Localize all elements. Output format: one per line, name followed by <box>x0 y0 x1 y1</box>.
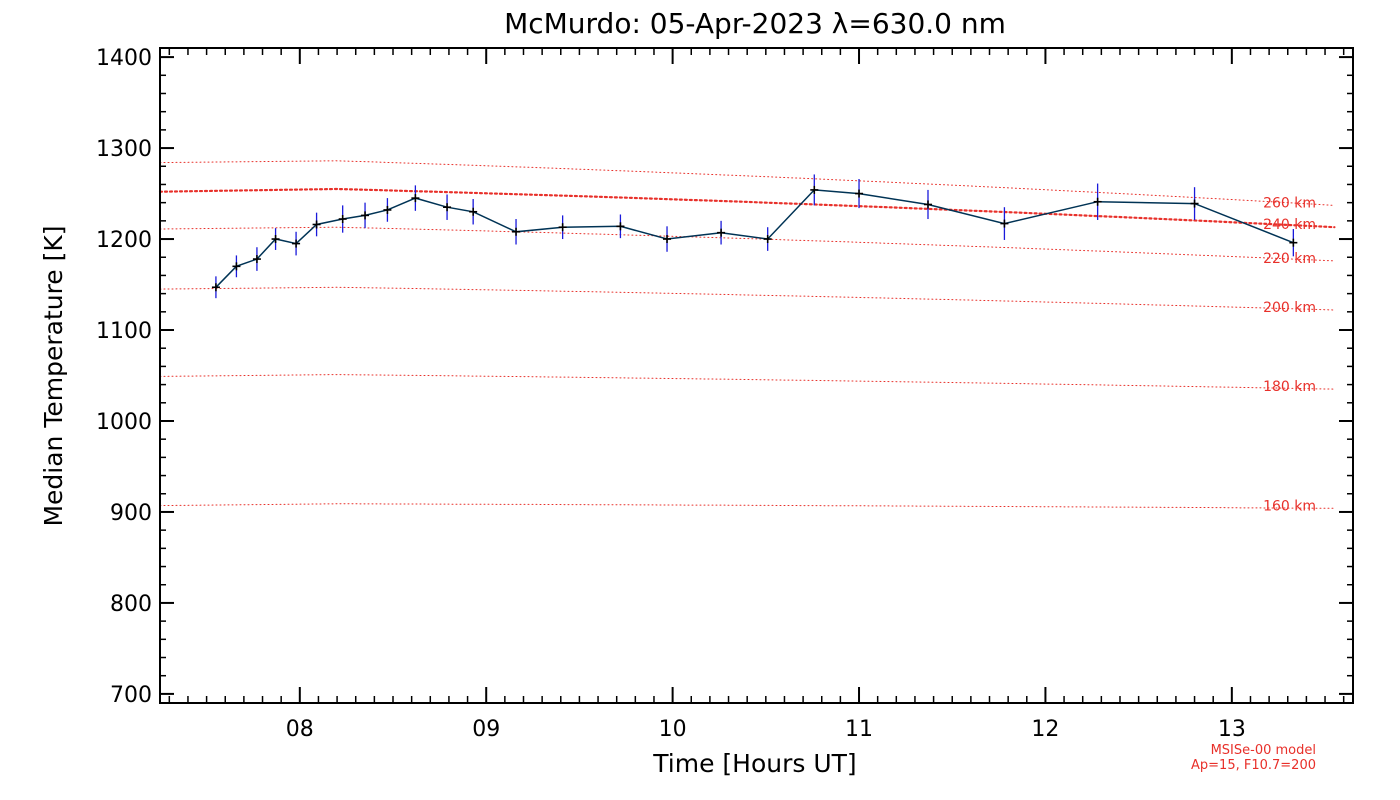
model-curve <box>159 286 1335 311</box>
x-tick-label: 08 <box>286 717 314 742</box>
x-tick-label: 13 <box>1218 717 1246 742</box>
y-tick-label: 1000 <box>96 410 152 435</box>
y-axis-label: Median Temperature [K] <box>39 225 68 526</box>
model-curves: 260 km 240 km 220 km 200 km 180 km 160 km <box>158 160 1336 514</box>
y-tick-label: 1300 <box>96 137 152 162</box>
model-note-line1: MSISe-00 model <box>1211 743 1316 758</box>
x-tick-label: 10 <box>659 717 687 742</box>
data-series <box>211 174 1298 299</box>
model-curve-label: 240 km <box>1263 217 1316 233</box>
model-curve <box>159 503 1335 509</box>
x-tick-label: 09 <box>472 717 500 742</box>
series-line <box>215 189 1294 288</box>
model-curve-label: 260 km <box>1263 195 1316 211</box>
y-tick-label: 800 <box>110 592 152 617</box>
y-tick-label: 1100 <box>96 319 152 344</box>
y-tick-label: 1400 <box>96 46 152 71</box>
model-curve-label: 180 km <box>1263 379 1316 395</box>
model-curve-label: 200 km <box>1263 300 1316 316</box>
plot-frame <box>159 47 1354 704</box>
model-curve <box>159 374 1335 390</box>
model-curve <box>158 187 1336 229</box>
model-curve <box>159 160 1335 206</box>
x-tick-label: 12 <box>1031 717 1059 742</box>
y-tick-label: 700 <box>110 683 152 708</box>
model-curve-label: 220 km <box>1263 251 1316 267</box>
model-curve <box>159 226 1335 262</box>
model-note-line2: Ap=15, F10.7=200 <box>1191 758 1316 773</box>
chart-title: McMurdo: 05-Apr-2023 λ=630.0 nm <box>504 7 1006 40</box>
axis-ticks: 700 800 900 1000 1100 1200 1300 1400 08 09 10 11 12 1… <box>96 46 1353 742</box>
x-tick-label: 11 <box>845 717 873 742</box>
y-tick-label: 1200 <box>96 228 152 253</box>
model-curve-label: 160 km <box>1263 498 1316 514</box>
x-axis-label: Time [Hours UT] <box>652 749 856 778</box>
y-tick-label: 900 <box>110 501 152 526</box>
